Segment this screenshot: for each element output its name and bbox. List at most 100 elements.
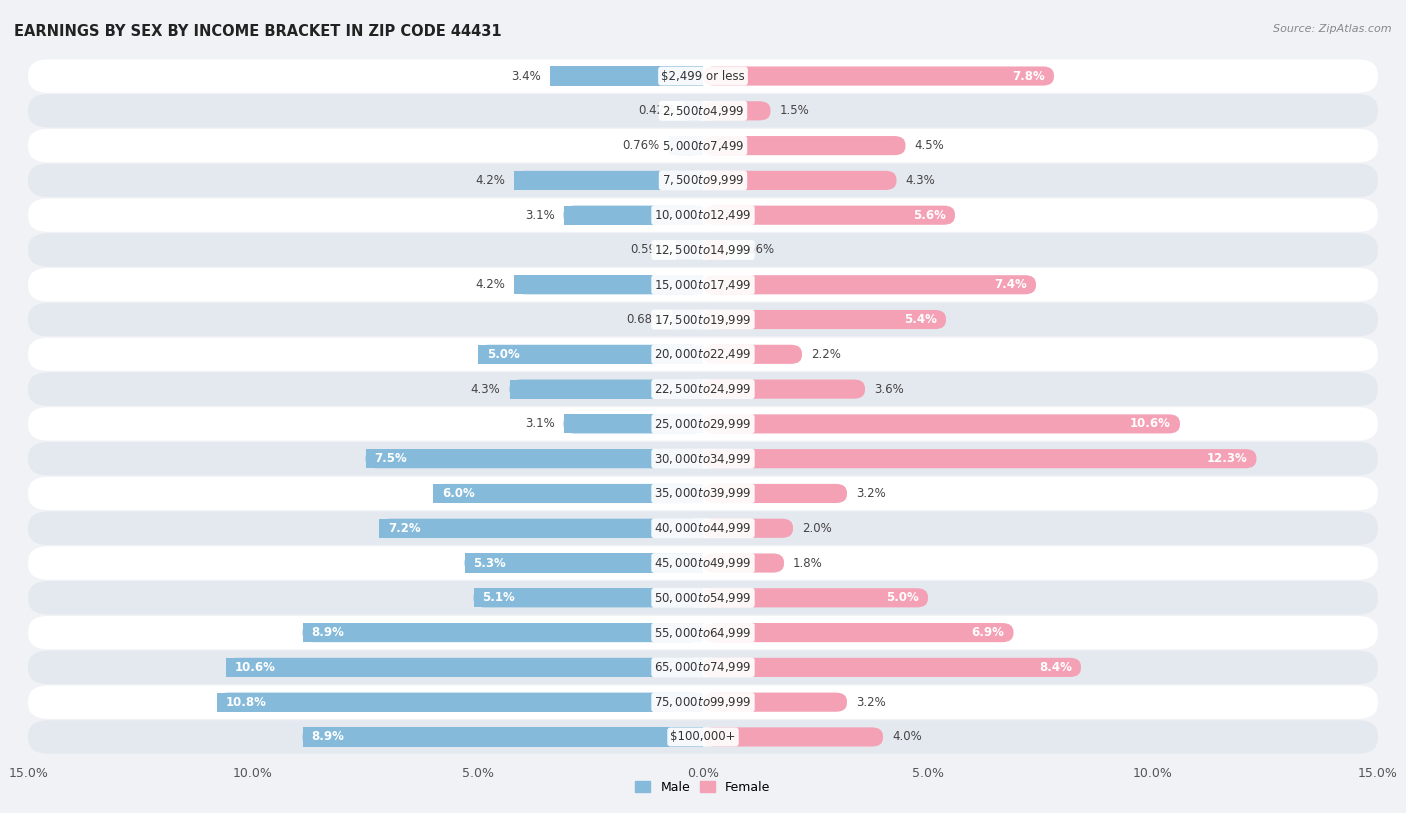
Text: $10,000 to $12,499: $10,000 to $12,499 xyxy=(654,208,752,222)
FancyBboxPatch shape xyxy=(703,693,846,711)
FancyBboxPatch shape xyxy=(28,129,1378,163)
Text: Source: ZipAtlas.com: Source: ZipAtlas.com xyxy=(1274,24,1392,34)
Text: 0.68%: 0.68% xyxy=(626,313,664,326)
FancyBboxPatch shape xyxy=(703,380,865,398)
Text: $20,000 to $22,499: $20,000 to $22,499 xyxy=(654,347,752,361)
FancyBboxPatch shape xyxy=(217,693,703,711)
FancyBboxPatch shape xyxy=(433,484,703,503)
Text: 4.3%: 4.3% xyxy=(905,174,935,187)
Bar xyxy=(474,589,703,607)
Text: 3.6%: 3.6% xyxy=(875,383,904,396)
Bar xyxy=(672,310,703,329)
Text: 12.3%: 12.3% xyxy=(1206,452,1247,465)
FancyBboxPatch shape xyxy=(703,241,728,259)
Bar xyxy=(226,658,703,677)
FancyBboxPatch shape xyxy=(703,519,793,538)
Bar xyxy=(564,206,703,224)
Bar xyxy=(478,345,703,364)
Text: 0.76%: 0.76% xyxy=(623,139,659,152)
Text: $7,500 to $9,999: $7,500 to $9,999 xyxy=(662,173,744,188)
Bar xyxy=(676,241,703,259)
Bar xyxy=(433,484,703,503)
FancyBboxPatch shape xyxy=(28,685,1378,719)
Text: 0.59%: 0.59% xyxy=(630,243,668,256)
FancyBboxPatch shape xyxy=(676,241,703,259)
Text: 4.2%: 4.2% xyxy=(475,278,505,291)
FancyBboxPatch shape xyxy=(703,623,1014,642)
Bar xyxy=(669,136,703,155)
FancyBboxPatch shape xyxy=(703,310,946,329)
Text: 2.2%: 2.2% xyxy=(811,348,841,361)
FancyBboxPatch shape xyxy=(515,171,703,190)
Text: $12,500 to $14,999: $12,500 to $14,999 xyxy=(654,243,752,257)
FancyBboxPatch shape xyxy=(464,554,703,572)
Bar xyxy=(366,449,703,468)
Text: 6.0%: 6.0% xyxy=(441,487,475,500)
FancyBboxPatch shape xyxy=(28,616,1378,650)
FancyBboxPatch shape xyxy=(703,67,1054,85)
FancyBboxPatch shape xyxy=(28,198,1378,232)
Text: 3.4%: 3.4% xyxy=(512,70,541,83)
Text: 5.0%: 5.0% xyxy=(486,348,520,361)
Text: $17,500 to $19,999: $17,500 to $19,999 xyxy=(654,312,752,327)
Text: $25,000 to $29,999: $25,000 to $29,999 xyxy=(654,417,752,431)
FancyBboxPatch shape xyxy=(703,171,897,190)
FancyBboxPatch shape xyxy=(28,720,1378,754)
FancyBboxPatch shape xyxy=(366,449,703,468)
FancyBboxPatch shape xyxy=(703,415,1180,433)
FancyBboxPatch shape xyxy=(28,476,1378,511)
Text: 5.1%: 5.1% xyxy=(482,591,515,604)
FancyBboxPatch shape xyxy=(28,94,1378,128)
Text: $50,000 to $54,999: $50,000 to $54,999 xyxy=(654,591,752,605)
Text: $2,500 to $4,999: $2,500 to $4,999 xyxy=(662,104,744,118)
FancyBboxPatch shape xyxy=(703,136,905,155)
Text: $75,000 to $99,999: $75,000 to $99,999 xyxy=(654,695,752,709)
FancyBboxPatch shape xyxy=(703,102,770,120)
FancyBboxPatch shape xyxy=(226,658,703,677)
Text: 8.4%: 8.4% xyxy=(1039,661,1071,674)
Text: 4.3%: 4.3% xyxy=(471,383,501,396)
FancyBboxPatch shape xyxy=(28,511,1378,545)
Text: 0.42%: 0.42% xyxy=(638,104,675,117)
Text: 10.6%: 10.6% xyxy=(235,661,276,674)
FancyBboxPatch shape xyxy=(28,581,1378,615)
Text: $5,000 to $7,499: $5,000 to $7,499 xyxy=(662,138,744,153)
Text: 7.5%: 7.5% xyxy=(374,452,408,465)
FancyBboxPatch shape xyxy=(685,102,703,120)
Bar xyxy=(509,380,703,398)
FancyBboxPatch shape xyxy=(28,442,1378,476)
Text: 3.2%: 3.2% xyxy=(856,487,886,500)
FancyBboxPatch shape xyxy=(703,206,955,224)
FancyBboxPatch shape xyxy=(703,658,1081,677)
Text: 1.5%: 1.5% xyxy=(779,104,810,117)
Text: 4.0%: 4.0% xyxy=(891,730,922,743)
Text: 7.4%: 7.4% xyxy=(994,278,1026,291)
FancyBboxPatch shape xyxy=(703,589,928,607)
Bar xyxy=(380,519,703,538)
FancyBboxPatch shape xyxy=(703,449,1257,468)
FancyBboxPatch shape xyxy=(550,67,703,85)
Text: 10.8%: 10.8% xyxy=(226,696,267,709)
Text: 7.2%: 7.2% xyxy=(388,522,420,535)
Text: 5.3%: 5.3% xyxy=(474,557,506,570)
Text: 4.5%: 4.5% xyxy=(914,139,945,152)
Text: $35,000 to $39,999: $35,000 to $39,999 xyxy=(654,486,752,501)
FancyBboxPatch shape xyxy=(302,623,703,642)
Text: $2,499 or less: $2,499 or less xyxy=(661,70,745,83)
FancyBboxPatch shape xyxy=(28,650,1378,684)
Text: 5.0%: 5.0% xyxy=(886,591,920,604)
FancyBboxPatch shape xyxy=(28,268,1378,302)
Text: 3.2%: 3.2% xyxy=(856,696,886,709)
Text: 8.9%: 8.9% xyxy=(312,626,344,639)
Bar xyxy=(685,102,703,120)
Text: $22,500 to $24,999: $22,500 to $24,999 xyxy=(654,382,752,396)
FancyBboxPatch shape xyxy=(28,163,1378,197)
Bar xyxy=(302,623,703,642)
Bar xyxy=(302,728,703,746)
FancyBboxPatch shape xyxy=(28,59,1378,93)
Text: 3.1%: 3.1% xyxy=(524,417,554,430)
Text: 6.9%: 6.9% xyxy=(972,626,1004,639)
Text: 3.1%: 3.1% xyxy=(524,209,554,222)
Text: $55,000 to $64,999: $55,000 to $64,999 xyxy=(654,625,752,640)
Legend: Male, Female: Male, Female xyxy=(630,776,776,799)
